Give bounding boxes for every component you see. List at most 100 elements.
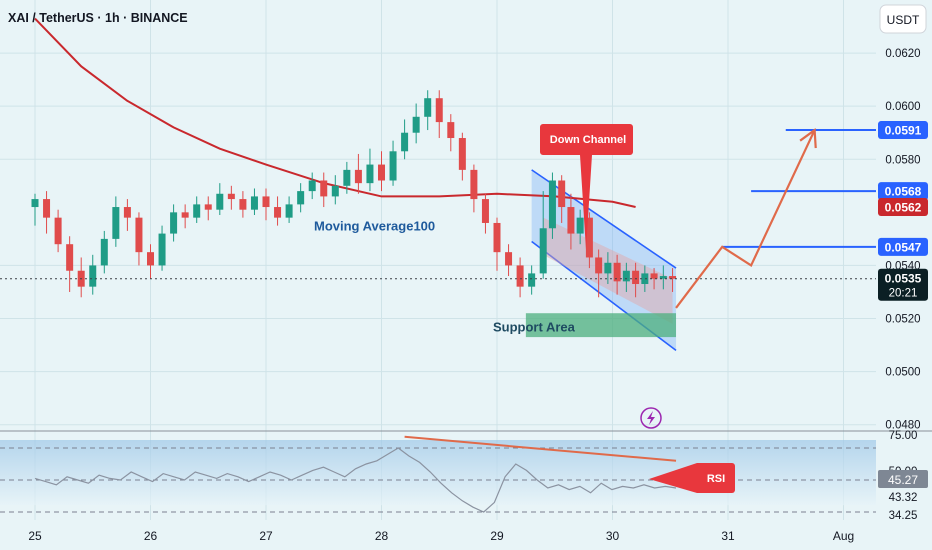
rsi-tick-label: 75.00 [889, 430, 918, 442]
currency-button[interactable]: USDT [879, 4, 927, 34]
level-badge [878, 237, 928, 256]
price-tick-label: 0.0500 [885, 367, 920, 379]
candle [401, 119, 409, 160]
candle [354, 153, 362, 194]
candle [204, 196, 212, 221]
candle-body [43, 199, 51, 218]
candle-body [54, 217, 62, 245]
candle [297, 183, 305, 213]
candle-body [297, 191, 305, 205]
rsi-tick-label: 34.25 [889, 510, 918, 522]
candle [641, 265, 649, 292]
candle-body [650, 273, 658, 279]
candle-body [669, 276, 677, 279]
candle-body [576, 217, 584, 234]
candle [66, 236, 74, 292]
candle [331, 175, 339, 205]
candle-body [412, 116, 420, 133]
candle [567, 193, 575, 250]
candle-body [493, 222, 501, 253]
grid-lines [0, 0, 932, 520]
candle [558, 175, 566, 223]
candle-body [548, 180, 556, 229]
candle-body [389, 151, 397, 181]
candle-body [250, 196, 258, 210]
candle [528, 265, 536, 295]
time-tick-label: 27 [259, 529, 273, 543]
candle [193, 196, 201, 223]
time-tick-label: 26 [144, 529, 158, 543]
candle-body [216, 193, 224, 210]
projection-arrowhead [799, 127, 817, 149]
candle [89, 254, 97, 295]
candle-body [262, 196, 270, 208]
candle-body [641, 273, 649, 285]
candle [274, 196, 282, 226]
candle-body [331, 185, 339, 197]
symbol-title: XAI / TetherUS · 1h · BINANCE [8, 11, 188, 25]
candle-body [227, 193, 235, 200]
time-tick-label: 29 [490, 529, 504, 543]
price-tick-label: 0.0520 [885, 314, 920, 326]
candle [470, 164, 478, 213]
candle-body [595, 257, 603, 274]
candle [585, 212, 593, 269]
candle-body [567, 207, 575, 234]
candle-body [558, 180, 566, 208]
candle [389, 140, 397, 186]
down-channel-callout: Down Channel [540, 124, 633, 250]
candle-body [112, 207, 120, 239]
candle [43, 191, 51, 234]
candle-body [585, 217, 593, 258]
candle-body [366, 164, 374, 184]
candle-body [539, 228, 547, 274]
rsi-current-label: 45.27 [888, 473, 918, 487]
candle [548, 172, 556, 239]
rsi-tick-label: 43.32 [889, 492, 918, 504]
candle [424, 90, 432, 131]
candle [366, 148, 374, 192]
candle-body [170, 212, 178, 234]
candle [632, 262, 640, 298]
candle [604, 252, 612, 285]
candle-body [401, 132, 409, 152]
candle [505, 244, 513, 277]
level-badge [878, 182, 928, 201]
price-tick-label: 0.0620 [885, 48, 920, 60]
candle-body [354, 169, 362, 184]
level-badge-label: 0.0591 [885, 124, 922, 138]
candle [343, 161, 351, 194]
candle [54, 209, 62, 253]
candle [447, 114, 455, 152]
candle-body [516, 265, 524, 287]
price-tick-label: 0.0600 [885, 101, 920, 113]
candle [622, 262, 630, 292]
candle-body [435, 98, 443, 123]
candle [516, 257, 524, 298]
candle [481, 193, 489, 234]
candle [181, 204, 189, 229]
countdown-label: 20:21 [889, 288, 918, 300]
time-tick-label: 31 [721, 529, 735, 543]
time-tick-label: 28 [375, 529, 389, 543]
candle [378, 151, 385, 192]
candle-body [622, 270, 630, 282]
level-badge-label: 0.0568 [885, 185, 922, 199]
annotation-labels: Moving Average100 Support Area Down Channe… [314, 124, 735, 493]
candle [650, 268, 658, 290]
candle-body [274, 207, 282, 218]
candle-body [285, 204, 293, 218]
candle-body [505, 252, 513, 266]
price-tick-label: 0.0480 [885, 420, 920, 432]
candle-body [659, 276, 667, 279]
candle-body [158, 233, 166, 266]
rsi-trendline [404, 435, 677, 462]
candle-body [320, 180, 328, 197]
candle-body [100, 238, 108, 266]
candle [170, 204, 178, 242]
time-tick-label: Aug [833, 529, 854, 543]
horizontal-levels[interactable]: 0.0591 0.0568 0.0547 [722, 121, 928, 256]
current-price-label: 0.0535 [885, 272, 922, 286]
lightning-icon[interactable] [640, 407, 662, 429]
